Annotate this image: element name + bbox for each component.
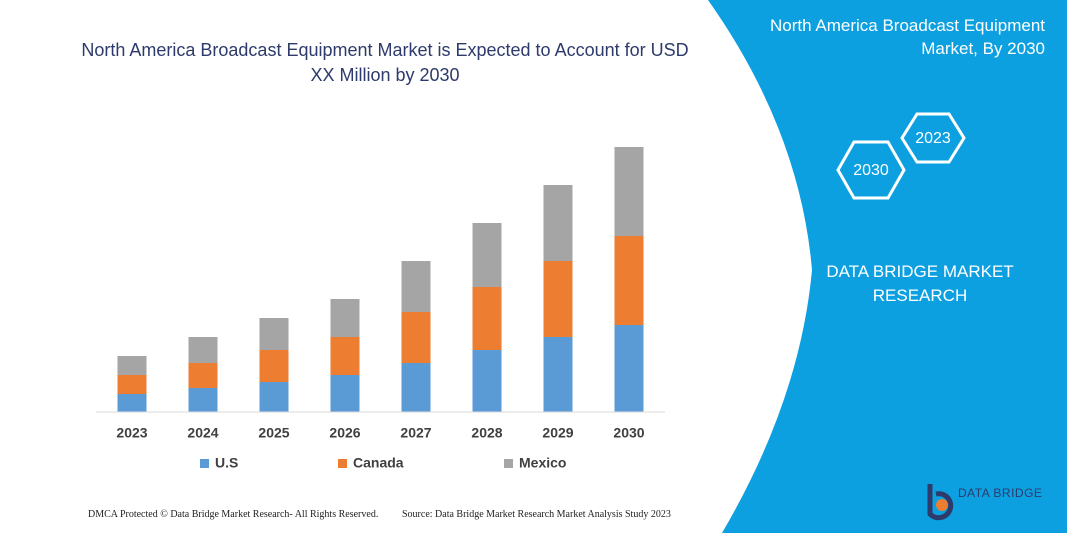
bar-segment — [614, 236, 644, 325]
bar-segment — [330, 299, 360, 337]
bar-segment — [401, 363, 431, 412]
bar-segment — [401, 312, 431, 363]
legend-swatch — [200, 459, 209, 468]
legend-label: Mexico — [519, 455, 566, 471]
hexagon — [900, 112, 966, 164]
legend-label: U.S — [215, 455, 238, 471]
bar-segment — [543, 185, 573, 261]
brand-text: DATA BRIDGE MARKET RESEARCH — [826, 262, 1014, 305]
hex-label: 2023 — [915, 130, 951, 147]
bar-segment — [259, 382, 289, 412]
hexagon — [836, 140, 906, 200]
legend-label: Canada — [353, 455, 404, 471]
logo-icon — [927, 484, 954, 521]
logo-text: DATA BRIDGE — [958, 486, 1043, 500]
bar-segment — [472, 287, 502, 350]
bar-segment — [117, 394, 147, 412]
bar-segment — [330, 337, 360, 375]
hex-label: 2030 — [853, 162, 889, 179]
legend-swatch — [338, 459, 347, 468]
logo-icon — [936, 499, 948, 511]
x-tick-label: 2023 — [116, 425, 147, 441]
x-tick-label: 2029 — [542, 425, 573, 441]
bar-segment — [259, 318, 289, 350]
bar-segment — [472, 350, 502, 412]
bar-segment — [188, 388, 218, 412]
bar-segment — [614, 147, 644, 236]
bar-segment — [472, 223, 502, 287]
x-tick-label: 2027 — [400, 425, 431, 441]
x-tick-label: 2028 — [471, 425, 502, 441]
x-tick-label: 2024 — [187, 425, 218, 441]
bar-segment — [117, 375, 147, 394]
footer-text: DMCA Protected © Data Bridge Market Rese… — [88, 509, 379, 520]
x-tick-label: 2030 — [613, 425, 644, 441]
x-tick-label: 2026 — [329, 425, 360, 441]
bar-segment — [543, 261, 573, 337]
legend-swatch — [504, 459, 513, 468]
bar-segment — [401, 261, 431, 312]
x-tick-label: 2025 — [258, 425, 289, 441]
bar-segment — [259, 350, 289, 382]
panel-title: North America Broadcast Equipment Market… — [770, 16, 1045, 58]
bar-segment — [330, 375, 360, 412]
bar-segment — [117, 356, 147, 375]
footer-text: Source: Data Bridge Market Research Mark… — [402, 509, 671, 520]
bar-segment — [543, 337, 573, 412]
side-panel — [708, 0, 1067, 533]
bar-segment — [188, 337, 218, 363]
bar-segment — [188, 363, 218, 388]
bar-segment — [614, 325, 644, 412]
chart-title: North America Broadcast Equipment Market… — [81, 40, 689, 85]
